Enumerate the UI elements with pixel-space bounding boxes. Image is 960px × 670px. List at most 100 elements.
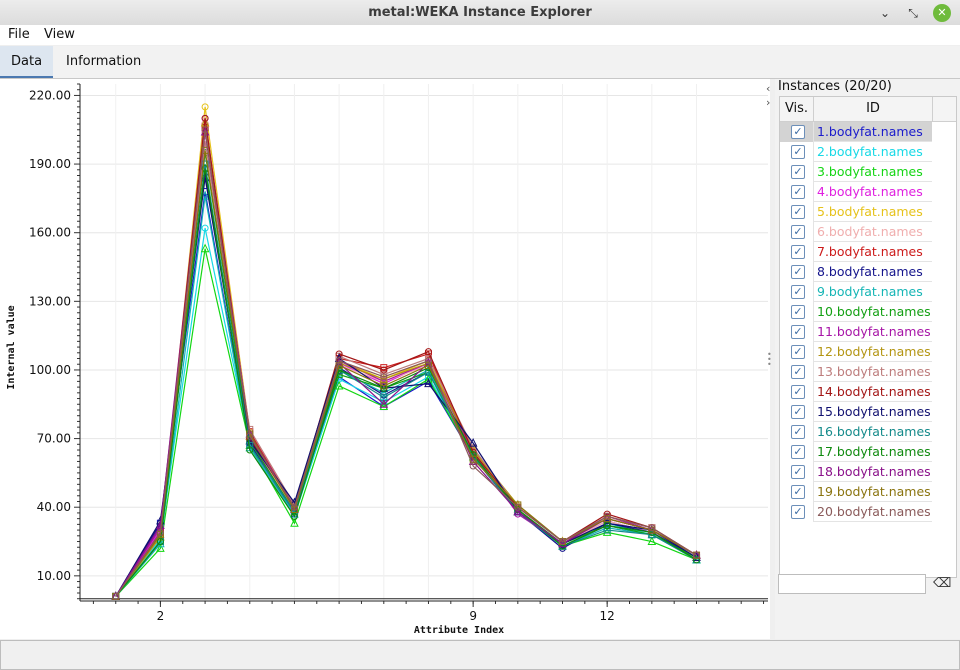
- instance-row[interactable]: ✓ 11.bodyfat.names: [780, 322, 932, 342]
- data-point[interactable]: [335, 350, 343, 358]
- data-point[interactable]: [156, 528, 164, 536]
- data-point[interactable]: [424, 348, 432, 356]
- data-point[interactable]: [335, 357, 343, 365]
- data-point[interactable]: [379, 401, 389, 411]
- data-point[interactable]: [246, 432, 254, 440]
- data-point[interactable]: [290, 512, 298, 520]
- visibility-checkbox[interactable]: ✓: [791, 265, 805, 279]
- instance-row[interactable]: ✓ 16.bodyfat.names: [780, 422, 932, 442]
- collapse-left-icon[interactable]: ‹: [766, 82, 771, 95]
- data-point[interactable]: [334, 380, 344, 390]
- visibility-checkbox[interactable]: ✓: [791, 425, 805, 439]
- instance-row[interactable]: ✓ 6.bodyfat.names: [780, 222, 932, 242]
- data-point[interactable]: [156, 538, 164, 546]
- search-input[interactable]: [778, 574, 926, 594]
- visibility-checkbox[interactable]: ✓: [791, 165, 805, 179]
- visibility-checkbox[interactable]: ✓: [791, 305, 805, 319]
- data-point[interactable]: [558, 538, 567, 548]
- data-point[interactable]: [602, 527, 612, 536]
- data-point[interactable]: [424, 357, 432, 365]
- data-point[interactable]: [201, 103, 209, 111]
- visibility-checkbox[interactable]: ✓: [791, 225, 805, 239]
- data-point[interactable]: [648, 524, 656, 532]
- data-point[interactable]: [424, 361, 432, 369]
- instance-row[interactable]: ✓ 12.bodyfat.names: [780, 342, 932, 362]
- data-point[interactable]: [469, 462, 477, 470]
- column-header-vis[interactable]: Vis.: [780, 97, 814, 121]
- data-point[interactable]: [379, 399, 389, 408]
- data-point[interactable]: [603, 522, 611, 530]
- data-point[interactable]: [424, 373, 433, 383]
- column-header-id[interactable]: ID: [814, 97, 933, 121]
- data-point[interactable]: [201, 160, 209, 168]
- instance-row[interactable]: ✓ 10.bodyfat.names: [780, 302, 932, 322]
- menu-file[interactable]: File: [8, 27, 30, 42]
- data-point[interactable]: [156, 543, 165, 552]
- data-point[interactable]: [558, 538, 566, 546]
- instance-row[interactable]: ✓ 20.bodyfat.names: [780, 502, 932, 522]
- instance-row[interactable]: ✓ 17.bodyfat.names: [780, 442, 932, 462]
- data-point[interactable]: [246, 446, 254, 454]
- tab-data[interactable]: Data: [0, 46, 54, 78]
- line-chart[interactable]: 10.00 40.00 70.00 100.00 130.00 160.00 190.00 2…: [0, 79, 770, 639]
- data-point[interactable]: [380, 366, 388, 374]
- visibility-checkbox[interactable]: ✓: [791, 145, 805, 159]
- tab-information[interactable]: Information: [66, 54, 142, 69]
- collapse-right-icon[interactable]: ›: [766, 96, 771, 109]
- instance-row[interactable]: ✓ 1.bodyfat.names: [780, 122, 932, 142]
- visibility-checkbox[interactable]: ✓: [791, 505, 805, 519]
- instance-row[interactable]: ✓ 9.bodyfat.names: [780, 282, 932, 302]
- visibility-checkbox[interactable]: ✓: [791, 445, 805, 459]
- menu-view[interactable]: View: [44, 27, 75, 42]
- data-point[interactable]: [201, 224, 209, 232]
- data-point[interactable]: [693, 551, 701, 559]
- data-point[interactable]: [200, 243, 210, 253]
- visibility-checkbox[interactable]: ✓: [791, 485, 805, 499]
- clear-search-icon[interactable]: ⌫: [933, 576, 952, 591]
- restore-icon[interactable]: ⤡: [908, 6, 918, 20]
- instance-row[interactable]: ✓ 8.bodyfat.names: [780, 262, 932, 282]
- instance-row[interactable]: ✓ 4.bodyfat.names: [780, 182, 932, 202]
- instance-row[interactable]: ✓ 14.bodyfat.names: [780, 382, 932, 402]
- data-point[interactable]: [112, 592, 120, 600]
- instance-row[interactable]: ✓ 2.bodyfat.names: [780, 142, 932, 162]
- visibility-checkbox[interactable]: ✓: [791, 465, 805, 479]
- data-point[interactable]: [201, 114, 209, 122]
- visibility-checkbox[interactable]: ✓: [791, 125, 805, 139]
- visibility-checkbox[interactable]: ✓: [791, 325, 805, 339]
- data-point[interactable]: [290, 503, 298, 511]
- visibility-checkbox[interactable]: ✓: [791, 385, 805, 399]
- visibility-checkbox[interactable]: ✓: [791, 405, 805, 419]
- data-point[interactable]: [468, 438, 478, 447]
- instance-row[interactable]: ✓ 5.bodyfat.names: [780, 202, 932, 222]
- close-icon[interactable]: ✕: [933, 4, 951, 22]
- data-point[interactable]: [379, 373, 389, 383]
- splitter-handle[interactable]: • • •: [767, 350, 772, 369]
- visibility-checkbox[interactable]: ✓: [791, 205, 805, 219]
- visibility-checkbox[interactable]: ✓: [791, 185, 805, 199]
- data-point[interactable]: [424, 350, 432, 358]
- instance-row[interactable]: ✓ 18.bodyfat.names: [780, 462, 932, 482]
- data-point[interactable]: [290, 518, 299, 527]
- data-point[interactable]: [603, 512, 611, 520]
- instance-row[interactable]: ✓ 3.bodyfat.names: [780, 162, 932, 182]
- data-point[interactable]: [200, 117, 210, 127]
- data-point[interactable]: [693, 556, 701, 564]
- visibility-checkbox[interactable]: ✓: [791, 345, 805, 359]
- data-point[interactable]: [379, 387, 389, 397]
- data-point[interactable]: [380, 373, 388, 381]
- data-point[interactable]: [424, 378, 433, 388]
- instance-row[interactable]: ✓ 19.bodyfat.names: [780, 482, 932, 502]
- visibility-checkbox[interactable]: ✓: [791, 365, 805, 379]
- visibility-checkbox[interactable]: ✓: [791, 285, 805, 299]
- data-point[interactable]: [513, 506, 523, 516]
- instance-row[interactable]: ✓ 15.bodyfat.names: [780, 402, 932, 422]
- plot-panel[interactable]: 10.00 40.00 70.00 100.00 130.00 160.00 190.00 2…: [0, 79, 770, 639]
- data-point[interactable]: [603, 510, 611, 518]
- visibility-checkbox[interactable]: ✓: [791, 245, 805, 259]
- data-point[interactable]: [380, 371, 388, 379]
- instance-row[interactable]: ✓ 13.bodyfat.names: [780, 362, 932, 382]
- data-point[interactable]: [380, 364, 388, 372]
- data-point[interactable]: [603, 526, 611, 534]
- data-point[interactable]: [201, 126, 209, 134]
